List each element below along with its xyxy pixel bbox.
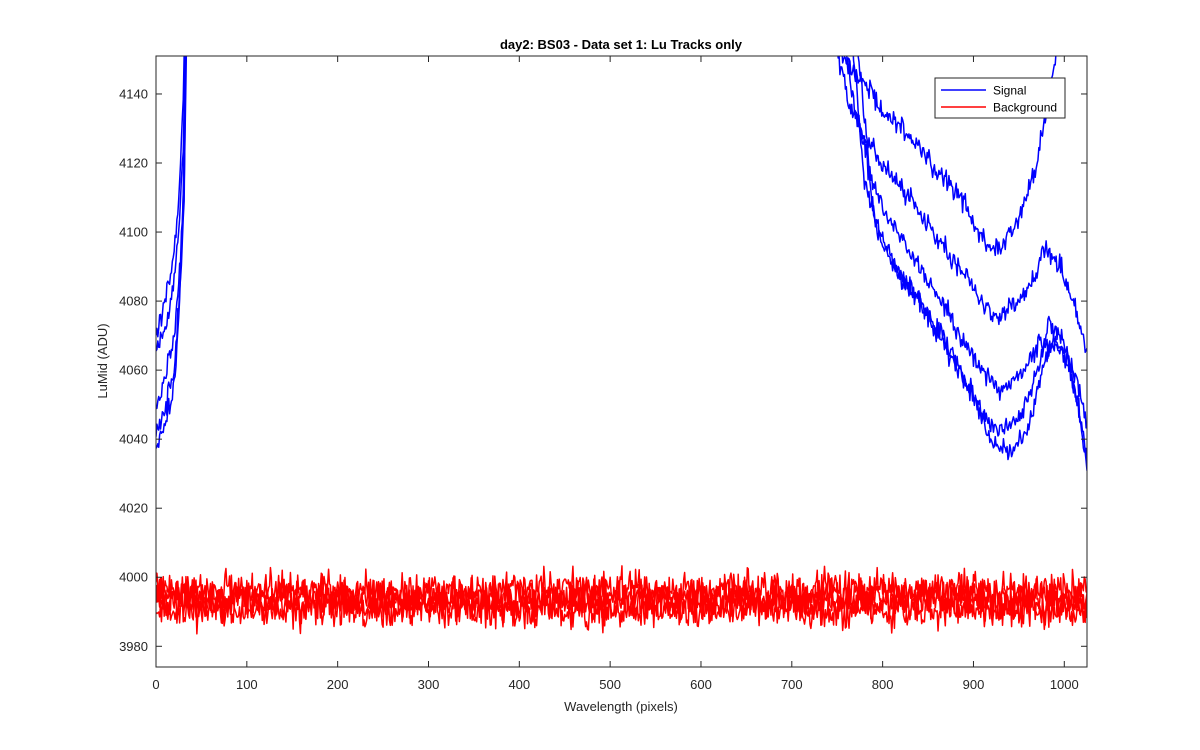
x-tick-label: 800 (872, 677, 894, 692)
legend: Signal Background (934, 77, 1066, 119)
y-axis-label: LuMid (ADU) (95, 323, 110, 398)
series-line-signal (845, 56, 1087, 429)
x-tick-label: 0 (152, 677, 159, 692)
series-line-background (156, 576, 1087, 628)
y-tick-label: 4060 (119, 363, 148, 378)
series-line-signal (857, 56, 1087, 471)
chart-title: day2: BS03 - Data set 1: Lu Tracks only (500, 37, 743, 52)
legend-label-background: Background (993, 101, 1057, 115)
y-tick-label: 4040 (119, 432, 148, 447)
x-tick-label: 100 (236, 677, 258, 692)
y-tick-label: 4020 (119, 501, 148, 516)
legend-label-signal: Signal (993, 84, 1026, 98)
y-tick-label: 4000 (119, 570, 148, 585)
series-line-background (156, 584, 1087, 635)
x-tick-label: 700 (781, 677, 803, 692)
y-tick-label: 4100 (119, 225, 148, 240)
y-tick-label: 4140 (119, 86, 148, 101)
x-tick-label: 400 (508, 677, 530, 692)
axes-box (155, 55, 1088, 668)
y-tick-label: 4120 (119, 156, 148, 171)
x-tick-label: 300 (418, 677, 440, 692)
series-line-signal (841, 56, 1057, 257)
x-tick-label: 600 (690, 677, 712, 692)
y-tick-label: 4080 (119, 294, 148, 309)
y-tick-label: 3980 (119, 639, 148, 654)
x-axis-label: Wavelength (pixels) (564, 699, 678, 714)
x-tick-label: 500 (599, 677, 621, 692)
series-line-signal (156, 56, 187, 352)
series-line-signal (156, 56, 186, 449)
x-tick-label: 1000 (1050, 677, 1079, 692)
legend-box (934, 77, 1066, 119)
x-tick-label: 900 (963, 677, 985, 692)
series-line-signal (156, 56, 185, 338)
plot-area (156, 56, 1087, 667)
series-layer (156, 56, 1087, 635)
x-axis: 0 100 200 300 400 500 600 700 800 900 1000 (152, 56, 1079, 692)
series-line-signal (837, 56, 1087, 354)
x-tick-label: 200 (327, 677, 349, 692)
y-axis: 3980 4000 4020 4040 4060 4080 4100 4120 4140 (119, 86, 1087, 654)
